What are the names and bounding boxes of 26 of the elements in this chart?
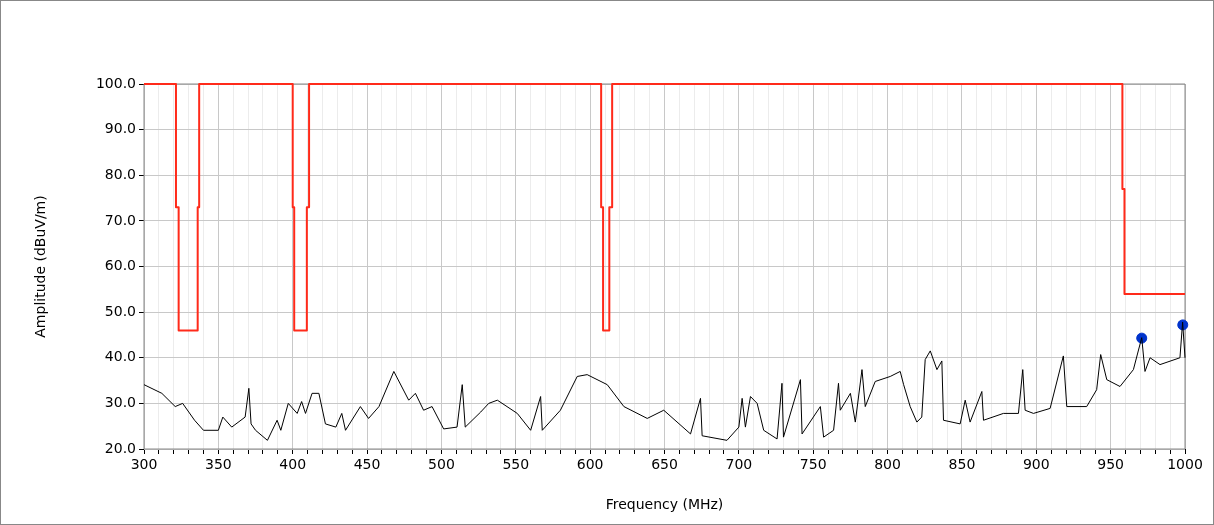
x-axis-title: Frequency (MHz) <box>605 496 724 513</box>
y-tick-label: 80.0 <box>104 165 136 182</box>
y-tick-label: 70.0 <box>104 211 136 228</box>
y-tick-label: 30.0 <box>104 394 136 411</box>
x-tick-label: 1000 <box>1167 456 1203 473</box>
x-tick-label: 750 <box>799 456 827 473</box>
y-axis-title: Amplitude (dBuV/m) <box>32 195 49 338</box>
x-tick-label: 450 <box>353 456 381 473</box>
x-tick-label: 900 <box>1022 456 1050 473</box>
y-tick-label: 100.0 <box>95 74 136 91</box>
x-tick-label: 350 <box>204 456 232 473</box>
x-tick-label: 700 <box>725 456 753 473</box>
y-tick-label: 40.0 <box>104 348 136 365</box>
x-tick-label: 650 <box>651 456 678 473</box>
y-tick-label: 60.0 <box>104 257 136 274</box>
x-tick-label: 550 <box>502 456 530 473</box>
x-tick-label: 300 <box>130 456 158 473</box>
x-tick-label: 950 <box>1097 456 1125 473</box>
x-tick-label: 400 <box>279 456 307 473</box>
x-tick-label: 850 <box>948 456 976 473</box>
y-tick-label: 20.0 <box>104 439 136 456</box>
y-tick-label: 50.0 <box>104 302 136 319</box>
x-tick-label: 600 <box>576 456 604 473</box>
x-tick-label: 500 <box>428 456 455 473</box>
x-tick-label: 800 <box>874 456 901 473</box>
y-tick-label: 90.0 <box>104 120 136 137</box>
